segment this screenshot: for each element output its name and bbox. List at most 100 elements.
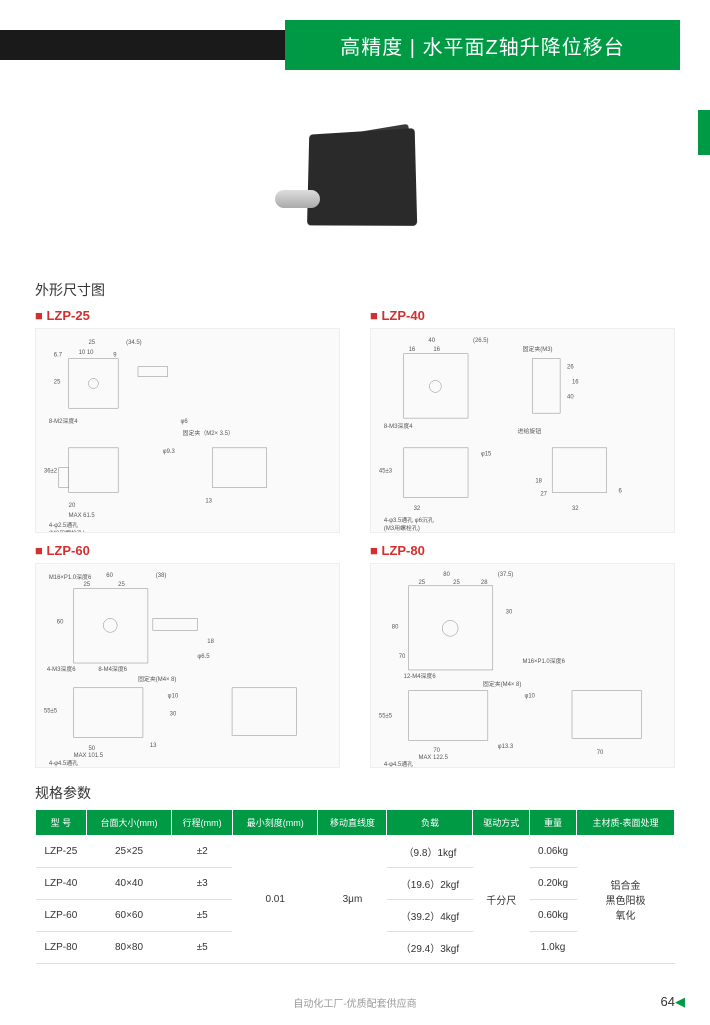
td: （19.6）2kgf bbox=[387, 868, 473, 900]
svg-text:50: 50 bbox=[88, 746, 95, 752]
drawing-lzp60: M16×P1.0深度6 60 (38) 25 25 60 4-M3深度6 8-M… bbox=[35, 563, 340, 768]
section-dims-title: 外形尺寸图 bbox=[35, 280, 675, 300]
footer-text: 自动化工厂-优质配套供应商 bbox=[0, 995, 710, 1010]
svg-text:固定夹(M4× 8): 固定夹(M4× 8) bbox=[138, 675, 176, 683]
td: LZP-40 bbox=[36, 868, 87, 900]
svg-text:6: 6 bbox=[619, 488, 623, 494]
th-model: 型 号 bbox=[36, 810, 87, 836]
svg-text:13: 13 bbox=[150, 743, 157, 749]
svg-text:18: 18 bbox=[207, 639, 214, 645]
svg-text:固定夹（M2× 3.5）: 固定夹（M2× 3.5） bbox=[183, 429, 234, 437]
svg-text:32: 32 bbox=[414, 506, 421, 512]
svg-text:28: 28 bbox=[481, 580, 488, 586]
td: 0.60kg bbox=[530, 900, 577, 932]
td: 25×25 bbox=[86, 836, 172, 868]
svg-text:60: 60 bbox=[106, 573, 113, 579]
drawing-lzp40: 40 (26.5) 16 16 固定夹(M3) 8-M3深度4 26 16 40… bbox=[370, 328, 675, 533]
td: （39.2）4kgf bbox=[387, 900, 473, 932]
svg-text:80: 80 bbox=[443, 572, 450, 578]
td: （9.8）1kgf bbox=[387, 836, 473, 868]
th-material: 主材质-表面处理 bbox=[577, 810, 675, 836]
svg-text:18: 18 bbox=[535, 478, 542, 484]
svg-text:36±2: 36±2 bbox=[44, 469, 57, 475]
svg-text:32: 32 bbox=[572, 506, 579, 512]
svg-text:φ13.3: φ13.3 bbox=[498, 744, 514, 750]
table-row: LZP-25 25×25 ±2 0.01 3μm （9.8）1kgf 千分尺 0… bbox=[36, 836, 675, 868]
title-bar-accent bbox=[0, 30, 290, 60]
td: 1.0kg bbox=[530, 932, 577, 964]
svg-text:70: 70 bbox=[399, 654, 406, 660]
svg-text:27: 27 bbox=[540, 491, 547, 497]
svg-text:80: 80 bbox=[392, 624, 399, 630]
svg-text:(38): (38) bbox=[156, 573, 167, 579]
model-name: LZP-80 bbox=[370, 543, 675, 558]
th-size: 台面大小(mm) bbox=[86, 810, 172, 836]
td: 0.20kg bbox=[530, 868, 577, 900]
svg-text:4-φ2.5通孔: 4-φ2.5通孔 bbox=[49, 521, 78, 529]
svg-text:φ15: φ15 bbox=[481, 452, 492, 458]
td-drive: 千分尺 bbox=[473, 836, 530, 964]
th-weight: 重量 bbox=[530, 810, 577, 836]
th-drive: 驱动方式 bbox=[473, 810, 530, 836]
svg-text:25: 25 bbox=[54, 379, 61, 385]
svg-text:4-M3深度6: 4-M3深度6 bbox=[47, 665, 76, 673]
svg-text:8-M2深度4: 8-M2深度4 bbox=[49, 417, 78, 425]
svg-text:8-M3深度4: 8-M3深度4 bbox=[384, 422, 413, 430]
svg-text:(37.5): (37.5) bbox=[498, 572, 514, 578]
svg-text:60: 60 bbox=[57, 619, 64, 625]
models-grid: LZP-25 25 (34.5) 10 10 9 6.7 25 8-M2深度4 bbox=[35, 308, 675, 768]
page-number: 64◀ bbox=[661, 994, 685, 1010]
td-straight: 3μm bbox=[318, 836, 387, 964]
th-travel: 行程(mm) bbox=[172, 810, 233, 836]
td: 80×80 bbox=[86, 932, 172, 964]
page-title: 高精度 | 水平面Z轴升降位移台 bbox=[340, 31, 625, 60]
svg-text:25: 25 bbox=[419, 580, 426, 586]
svg-text:MAX 61.5: MAX 61.5 bbox=[69, 513, 96, 519]
td-material: 铝合金 黑色阳极 氧化 bbox=[577, 836, 675, 964]
drawing-lzp80: 80 (37.5) 25 25 28 80 30 70 M16×P1.0深度6 … bbox=[370, 563, 675, 768]
product-image bbox=[0, 110, 710, 260]
svg-text:MAX 101.5: MAX 101.5 bbox=[74, 753, 104, 759]
svg-text:55±5: 55±5 bbox=[379, 713, 393, 719]
model-name: LZP-25 bbox=[35, 308, 340, 323]
svg-text:25: 25 bbox=[453, 580, 460, 586]
td: ±3 bbox=[172, 868, 233, 900]
svg-text:10 10: 10 10 bbox=[79, 350, 95, 356]
model-lzp80: LZP-80 80 (37.5) 25 25 28 80 30 70 M16×P… bbox=[370, 543, 675, 768]
spec-table: 型 号 台面大小(mm) 行程(mm) 最小刻度(mm) 移动直线度 负载 驱动… bbox=[35, 809, 675, 964]
svg-text:φ9.3: φ9.3 bbox=[163, 449, 176, 455]
svg-text:(34.5): (34.5) bbox=[126, 340, 142, 346]
svg-text:φ10: φ10 bbox=[168, 694, 179, 700]
svg-text:70: 70 bbox=[597, 750, 604, 756]
svg-text:固定夹(M4× 8): 固定夹(M4× 8) bbox=[483, 680, 521, 688]
svg-text:9: 9 bbox=[113, 353, 117, 359]
svg-text:4-φ3.5通孔 φ6沉孔: 4-φ3.5通孔 φ6沉孔 bbox=[384, 516, 434, 524]
drawing-lzp25: 25 (34.5) 10 10 9 6.7 25 8-M2深度4 固定夹（M2×… bbox=[35, 328, 340, 533]
title-bar-main: 高精度 | 水平面Z轴升降位移台 bbox=[285, 20, 680, 70]
svg-text:25: 25 bbox=[84, 582, 91, 588]
model-lzp60: LZP-60 M16×P1.0深度6 60 (38) 25 25 60 4-M3… bbox=[35, 543, 340, 768]
spec-header-row: 型 号 台面大小(mm) 行程(mm) 最小刻度(mm) 移动直线度 负载 驱动… bbox=[36, 810, 675, 836]
model-lzp25: LZP-25 25 (34.5) 10 10 9 6.7 25 8-M2深度4 bbox=[35, 308, 340, 533]
th-load: 负载 bbox=[387, 810, 473, 836]
model-name: LZP-60 bbox=[35, 543, 340, 558]
svg-text:12-M4深度6: 12-M4深度6 bbox=[404, 672, 437, 680]
svg-text:固定夹(M3): 固定夹(M3) bbox=[523, 345, 553, 353]
svg-text:16: 16 bbox=[433, 347, 440, 353]
svg-text:30: 30 bbox=[506, 610, 513, 616]
td: ±2 bbox=[172, 836, 233, 868]
svg-text:φ6: φ6 bbox=[181, 419, 189, 425]
th-minscale: 最小刻度(mm) bbox=[232, 810, 318, 836]
svg-text:70: 70 bbox=[433, 748, 440, 754]
svg-text:4-φ4.5通孔: 4-φ4.5通孔 bbox=[49, 759, 78, 767]
svg-text:4-φ4.5通孔: 4-φ4.5通孔 bbox=[384, 760, 413, 767]
td: ±5 bbox=[172, 900, 233, 932]
td: 0.06kg bbox=[530, 836, 577, 868]
td: （29.4）3kgf bbox=[387, 932, 473, 964]
svg-text:40: 40 bbox=[567, 394, 574, 400]
model-name: LZP-40 bbox=[370, 308, 675, 323]
svg-text:6.7: 6.7 bbox=[54, 353, 62, 359]
svg-text:M16×P1.0深度6: M16×P1.0深度6 bbox=[523, 657, 566, 665]
page-arrow-icon: ◀ bbox=[675, 994, 685, 1009]
td: ±5 bbox=[172, 932, 233, 964]
